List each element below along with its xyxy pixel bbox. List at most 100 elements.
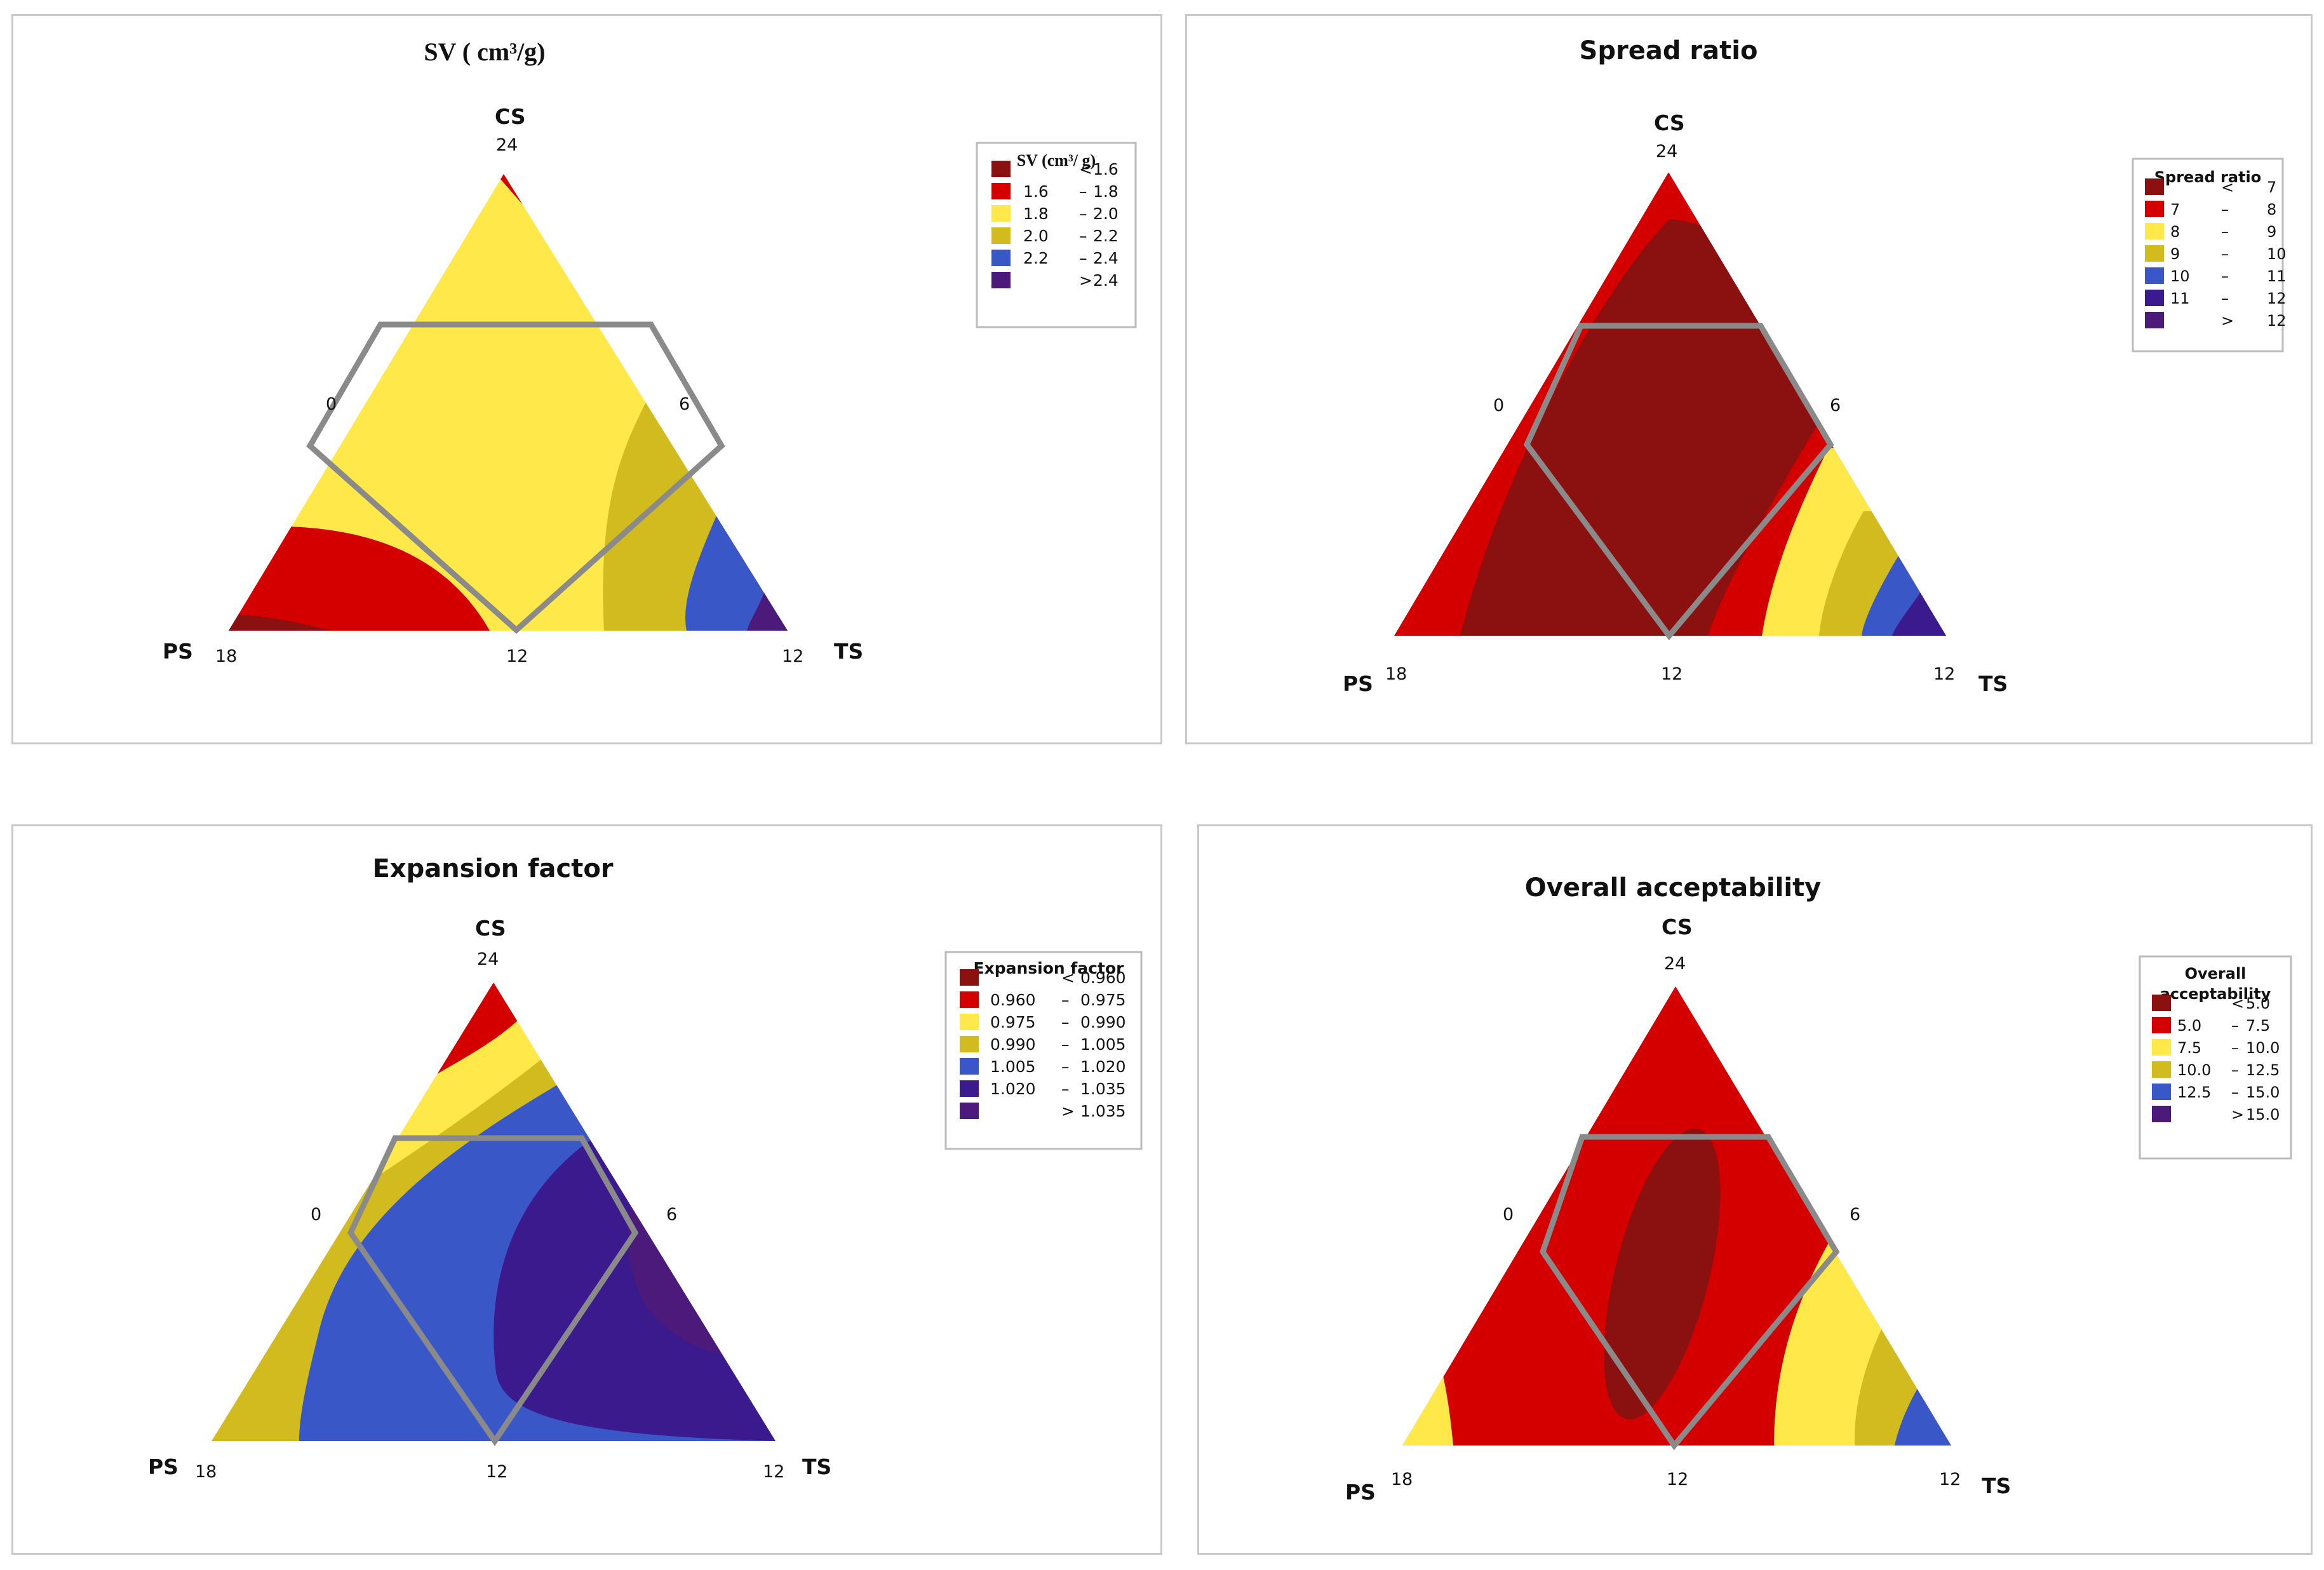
legend-high: 2.4 (1093, 271, 1118, 290)
legend-swatch (2152, 1084, 2171, 1100)
legend: Expansion factor <0.9600.960–0.9750.975–… (944, 951, 1143, 1150)
legend-entry: 10.0 –12.5 (2152, 1061, 2280, 1079)
legend-high: 1.6 (1093, 160, 1118, 178)
tick-right-mid: 6 (1830, 396, 1841, 415)
tick-left-corner: 18 (195, 1462, 217, 1482)
legend-operator: – (1061, 1013, 1070, 1031)
legend-title-line1: Overall (2185, 965, 2247, 983)
legend-high: 15.0 (2246, 1084, 2280, 1101)
legend-operator: – (2221, 245, 2229, 263)
legend-operator: > (2231, 1106, 2244, 1124)
tick-bottom-mid: 12 (1661, 664, 1683, 684)
tick-left-mid: 0 (311, 1205, 321, 1224)
legend-high: 1.035 (1080, 1102, 1126, 1120)
legend-low: 0.960 (990, 991, 1036, 1009)
legend-high: 9 (2267, 223, 2276, 241)
legend-low: 1.005 (990, 1057, 1036, 1076)
legend-operator: – (2231, 1084, 2239, 1101)
chart-title: Spread ratio (1580, 36, 1758, 65)
legend-operator: – (2221, 201, 2229, 218)
legend-entry: 0.990 –1.005 (960, 1035, 1126, 1054)
legend-low: 7.5 (2177, 1039, 2201, 1057)
legend-high: 7 (2267, 178, 2276, 196)
tick-right-corner: 12 (782, 647, 803, 666)
legend-swatch (2145, 245, 2164, 262)
legend-low: 1.8 (1023, 205, 1049, 223)
chart-overall-acceptability: Overall acceptability CS 24 PS 18 12 12 … (1345, 873, 2292, 1505)
contour-regions (229, 174, 788, 631)
legend-swatch (960, 1080, 979, 1097)
legend-swatch (991, 205, 1011, 222)
contour-regions (1394, 172, 1946, 636)
legend-entry: 1.6 –1.8 (991, 182, 1118, 201)
legend-low: 9 (2170, 245, 2180, 263)
tick-bottom-mid: 12 (506, 647, 528, 666)
legend-low: 1.6 (1023, 182, 1049, 201)
tick-left-corner: 18 (1385, 664, 1407, 684)
legend-entry: 7 – 8 (2145, 201, 2276, 218)
legend-entry: >15.0 (2152, 1106, 2280, 1124)
constraint-polygon (1540, 1134, 1840, 1451)
legend-entry: 2.0 –2.2 (991, 227, 1118, 245)
legend-operator: < (1079, 160, 1092, 178)
legend-high: 0.975 (1080, 991, 1126, 1009)
legend-swatch (960, 991, 979, 1008)
legend-swatch (2152, 995, 2171, 1011)
tick-top: 24 (496, 135, 518, 155)
legend-entry: 11 – 12 (2145, 290, 2287, 307)
legend-operator: – (2231, 1039, 2239, 1057)
chart-expansion-factor: Expansion factor CS 24 PS 18 12 12 TS 0 … (148, 854, 1143, 1482)
tick-left-mid: 0 (1493, 396, 1504, 415)
tick-right-mid: 6 (666, 1205, 677, 1224)
legend-low: 8 (2170, 223, 2180, 241)
legend-operator: – (1079, 205, 1087, 223)
legend-low: 2.0 (1023, 227, 1049, 245)
legend-title-line2: acceptability (2160, 985, 2271, 1003)
chart-title: Expansion factor (372, 854, 613, 883)
legend-entry: 1.8 –2.0 (991, 205, 1118, 223)
legend-entry: 0.975 –0.990 (960, 1013, 1126, 1031)
legend-operator: – (1061, 1057, 1070, 1076)
legend-operator: – (1061, 1080, 1070, 1098)
legend-entry: 8 – 9 (2145, 223, 2276, 241)
tick-left-corner: 18 (215, 647, 237, 666)
legend-title: SV (cm³/ g) (1017, 151, 1096, 170)
tick-right-corner: 12 (1933, 664, 1955, 684)
legend-high: 0.960 (1080, 969, 1126, 987)
legend-swatch (960, 969, 979, 986)
tick-right-mid: 6 (1850, 1205, 1860, 1224)
legend-operator: – (2231, 1061, 2239, 1079)
legend-high: 0.990 (1080, 1013, 1126, 1031)
legend-entry: <5.0 (2152, 995, 2270, 1012)
region-7.5-10.0-left (1402, 1271, 1453, 1446)
axis-label-left: PS (1343, 671, 1373, 696)
tick-top: 24 (1664, 954, 1686, 974)
legend-swatch (2145, 267, 2164, 284)
tick-top: 24 (477, 949, 499, 969)
legend-entry: <1.6 (991, 160, 1118, 178)
legend-swatch (2152, 1017, 2171, 1033)
legend-entry: >12 (2145, 312, 2287, 330)
legend-high: 15.0 (2246, 1106, 2280, 1124)
tick-top: 24 (1656, 142, 1677, 161)
legend-low: 7 (2170, 201, 2180, 218)
axis-label-left: PS (1345, 1480, 1376, 1505)
legend-high: 12 (2267, 290, 2287, 307)
legend-high: 1.8 (1093, 182, 1118, 201)
chart-spread-ratio: Spread ratio CS 24 PS 18 12 12 TS 0 6 Sp… (1343, 36, 2287, 696)
legend-swatch (2145, 290, 2164, 306)
legend-swatch (2145, 178, 2164, 195)
legend-operator: < (1061, 969, 1075, 987)
legend-high: 12.5 (2246, 1061, 2280, 1079)
legend-low: 2.2 (1023, 249, 1049, 267)
legend-entry: 1.005 –1.020 (960, 1057, 1126, 1076)
legend-title: Expansion factor (974, 959, 1125, 977)
legend-low: 10.0 (2177, 1061, 2211, 1079)
mixture-constraint-region (306, 321, 725, 634)
legend-swatch (991, 183, 1011, 199)
legend-high: 2.0 (1093, 205, 1118, 223)
legend-operator: > (1079, 271, 1092, 290)
axis-label-left: PS (148, 1454, 178, 1479)
legend-low: 1.020 (990, 1080, 1036, 1098)
legend-operator: – (1079, 249, 1087, 267)
